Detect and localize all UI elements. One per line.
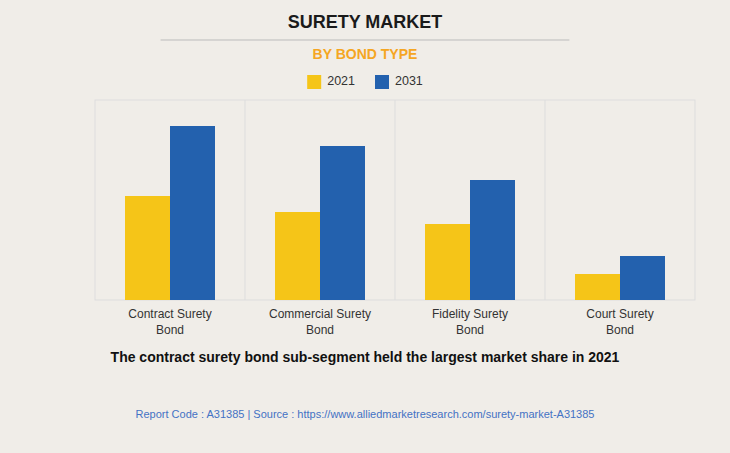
page: {"chart_data": {"type": "bar", "title": …: [0, 0, 730, 453]
category-label-line: Court Surety: [586, 307, 653, 321]
category-label-line: Contract Surety: [128, 307, 211, 321]
subtitle: BY BOND TYPE: [313, 46, 418, 62]
legend-swatch: [375, 75, 389, 89]
category-label-line: Commercial Surety: [269, 307, 371, 321]
plot-frame: [95, 100, 695, 300]
bar: [620, 256, 665, 300]
bar: [575, 274, 620, 300]
footer: The contract surety bond sub-segment hel…: [111, 349, 620, 365]
divider: [161, 40, 570, 41]
bars: [125, 126, 665, 300]
title: SURETY MARKET: [288, 12, 443, 32]
background: [0, 0, 730, 453]
category-label-line: Bond: [306, 323, 334, 337]
legend-label: 2021: [327, 74, 355, 88]
category-label: Commercial Surety Bond: [269, 307, 371, 337]
category-label-line: Bond: [606, 323, 634, 337]
category-label: Court Surety Bond: [586, 307, 653, 337]
bar: [320, 146, 365, 300]
bar: [425, 224, 470, 300]
group-separator: [545, 100, 546, 300]
category-label-line: Bond: [156, 323, 184, 337]
bar: [125, 196, 170, 300]
bar: [275, 212, 320, 300]
legend-swatch: [307, 75, 321, 89]
category-label: Fidelity Surety Bond: [432, 307, 508, 337]
bar: [170, 126, 215, 300]
bar: [470, 180, 515, 300]
category-label-line: Fidelity Surety: [432, 307, 508, 321]
category-label-line: Bond: [456, 323, 484, 337]
category-label: Contract Surety Bond: [128, 307, 211, 337]
source: Report Code : A31385 | Source : https://…: [136, 408, 595, 420]
legend-label: 2031: [395, 74, 423, 88]
chart: SURETY MARKET BY BOND TYPE Contract Surety…: [0, 0, 730, 453]
group-separator: [245, 100, 246, 300]
group-separator: [395, 100, 396, 300]
legend: 2021 2031: [307, 74, 423, 89]
